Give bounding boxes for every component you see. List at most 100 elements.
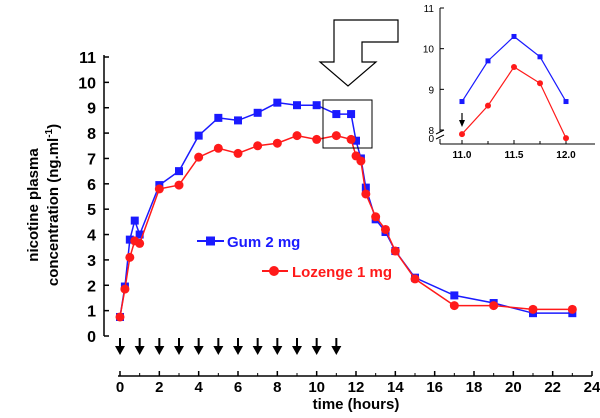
gum-series-line (119, 101, 573, 318)
gum-data-point (253, 108, 262, 117)
x-tick-label: 14 (387, 379, 404, 396)
dose-arrow-head (331, 346, 342, 355)
x-tick-label: 12 (348, 379, 365, 396)
lozenge-data-point (449, 301, 459, 311)
inset-y-tick-label: 9 (428, 85, 434, 96)
inset-gum-point (485, 58, 491, 64)
lozenge-data-point (194, 152, 204, 162)
dose-arrow-head (292, 346, 302, 355)
legend-lozenge-label: Lozenge 1 mg (292, 264, 392, 281)
inset-y-tick-label: 10 (423, 45, 435, 56)
dose-arrow-head (134, 346, 145, 355)
lozenge-data-point (272, 138, 282, 148)
x-tick-label: 2 (155, 379, 163, 396)
lozenge-data-point (361, 189, 371, 199)
inset-gum-point (459, 99, 465, 105)
inset-lozenge-point (459, 131, 465, 138)
lozenge-data-point (371, 212, 381, 222)
inset-y-tick-label: 8 (428, 126, 434, 137)
lozenge-data-point (115, 312, 125, 322)
inset-y-tick-label: 0 (428, 134, 434, 145)
dose-arrow-head (272, 346, 283, 355)
lozenge-data-point (135, 238, 145, 248)
lozenge-data-point (253, 141, 263, 151)
y-tick-label: 5 (87, 202, 96, 219)
x-tick-label: 6 (234, 379, 242, 396)
gum-data-point (361, 183, 370, 192)
zoom-arrow-shape (318, 19, 399, 87)
x-tick-label: 18 (466, 379, 483, 396)
inset-x-tick-label: 12.0 (556, 150, 576, 161)
lozenge-data-point (213, 143, 223, 153)
y-tick-label: 6 (87, 177, 96, 194)
inset-axis-break (435, 129, 445, 135)
inset-lozenge-point (485, 102, 491, 109)
inset-x-tick-label: 11.0 (453, 150, 472, 161)
gum-data-point (312, 101, 321, 110)
lozenge-data-point (292, 131, 302, 141)
inset-axis-break (435, 134, 445, 140)
y-tick-label: 8 (87, 126, 96, 143)
y-axis-label-close: ) (45, 124, 62, 129)
x-tick-label: 24 (584, 379, 600, 396)
zoom-box (322, 99, 373, 149)
inset-gum-point (537, 54, 543, 60)
gum-data-point (130, 216, 139, 225)
inset-plot: 08 9 10 11 11.0 11.5 12.0 (423, 4, 595, 161)
x-tick-label: 20 (505, 379, 522, 396)
lozenge-data-point (174, 180, 184, 190)
dose-arrow-head (154, 346, 165, 355)
inset-lozenge-point (511, 63, 517, 70)
y-tick-label: 3 (87, 253, 96, 270)
lozenge-data-point (528, 304, 538, 314)
inset-lozenge-point (537, 80, 543, 87)
y-tick-label: 9 (87, 101, 96, 118)
gum-data-point (293, 101, 301, 110)
inset-gum-point (511, 33, 517, 39)
y-axis-label-unit: concentration (ng.ml (45, 138, 62, 286)
lozenge-data-point (346, 134, 356, 144)
y-axis-label-line1: nicotine plasma (25, 148, 42, 262)
dose-arrow-head (252, 346, 263, 355)
gum-data-point (273, 98, 282, 107)
y-axis-label-line2: concentration (ng.ml-1) (44, 124, 62, 286)
gum-data-point (352, 136, 360, 145)
lozenge-data-point (567, 304, 577, 314)
y-axis-label-sup: -1 (44, 128, 55, 137)
inset-x-tick-label: 11.5 (505, 150, 524, 161)
lozenge-data-point (489, 301, 499, 311)
inset-lozenge-point (563, 135, 569, 142)
y-tick-label: 11 (79, 50, 96, 67)
x-tick-label: 10 (308, 379, 325, 396)
y-axis-label-group: nicotine plasma concentration (ng.ml-1) (25, 124, 62, 286)
x-tick-label: 8 (273, 379, 281, 396)
y-tick-label: 10 (78, 75, 96, 92)
lozenge-data-point (120, 284, 130, 294)
inset-dose-arrow-head (459, 120, 465, 127)
gum-data-point (175, 167, 183, 176)
lozenge-data-point (331, 131, 341, 141)
gum-data-point (450, 291, 459, 300)
dose-arrow-head (115, 346, 125, 355)
lozenge-data-point (356, 156, 366, 166)
lozenge-data-point (381, 224, 390, 234)
y-tick-label: 4 (87, 228, 96, 245)
inset-y-tick-label: 11 (424, 4, 435, 15)
y-tick-label: 2 (87, 278, 96, 295)
dose-arrow-head (311, 346, 322, 355)
inset-gum-point (563, 99, 569, 105)
lozenge-data-point (233, 148, 243, 158)
dose-arrow-head (174, 346, 184, 355)
legend-lozenge-marker (269, 266, 279, 276)
legend: Gum 2 mg Lozenge 1 mg (197, 234, 392, 281)
y-tick-label: 1 (87, 304, 96, 321)
y-tick-label: 7 (87, 151, 96, 168)
gum-data-point (214, 113, 223, 122)
lozenge-data-point (390, 246, 400, 256)
x-tick-label: 16 (426, 379, 443, 396)
gum-data-point (347, 110, 356, 119)
y-tick-label: 0 (87, 329, 96, 346)
x-tick-label: 22 (544, 379, 561, 396)
x-tick-label: 0 (116, 379, 124, 396)
gum-data-point (125, 235, 134, 244)
